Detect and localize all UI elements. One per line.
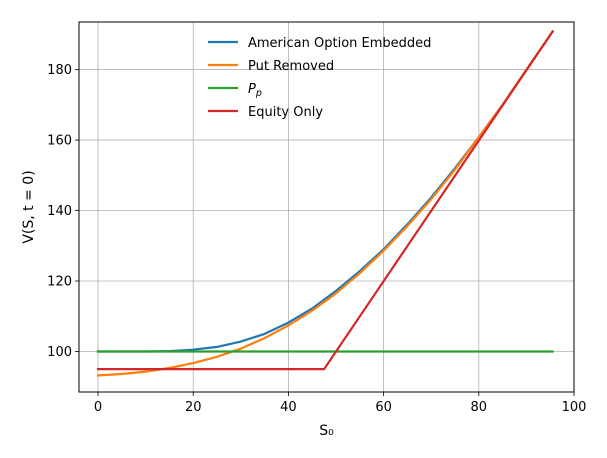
x-tick-label: 0 bbox=[94, 400, 102, 415]
legend-label: Put Removed bbox=[248, 59, 334, 74]
grid bbox=[79, 22, 575, 392]
legend-label: Pp bbox=[248, 82, 262, 99]
series-line-put-removed bbox=[96, 29, 555, 377]
x-tick-label: 60 bbox=[375, 400, 392, 415]
x-axis-label: S₀ bbox=[319, 423, 334, 439]
y-tick-label: 180 bbox=[47, 63, 72, 78]
y-tick-label: 120 bbox=[47, 275, 72, 290]
plot-lines bbox=[96, 29, 555, 377]
series-line-american-option-embedded bbox=[96, 29, 555, 353]
plot-frame bbox=[78, 21, 575, 393]
legend-label: American Option Embedded bbox=[248, 36, 431, 51]
axis-ticks: 0 20 40 60 80 100 100 120 140 160 180 bbox=[47, 63, 586, 415]
legend-label: Equity Only bbox=[248, 105, 323, 120]
x-tick-label: 80 bbox=[471, 400, 488, 415]
legend: American Option Embedded Put Removed Pp Equ… bbox=[208, 36, 431, 120]
y-tick-label: 140 bbox=[47, 204, 72, 219]
x-tick-label: 20 bbox=[185, 400, 202, 415]
y-axis-label: V(S, t = 0) bbox=[21, 170, 37, 243]
series-line-equity-only bbox=[96, 29, 555, 371]
x-tick-label: 40 bbox=[280, 400, 297, 415]
x-tick-label: 100 bbox=[562, 400, 587, 415]
y-tick-label: 100 bbox=[47, 345, 72, 360]
y-tick-label: 160 bbox=[47, 134, 72, 149]
